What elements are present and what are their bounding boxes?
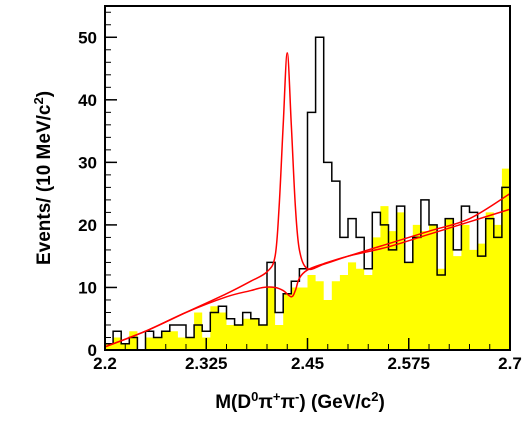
y-tick-label: 50 <box>78 28 97 47</box>
x-tick-label: 2.2 <box>93 354 117 373</box>
y-tick-label: 10 <box>78 278 97 297</box>
y-tick-label: 30 <box>78 153 97 172</box>
x-axis-title: M(D0π+π-) (GeV/c2) <box>215 389 385 414</box>
filled-histogram <box>105 168 510 350</box>
x-tick-label: 2.7 <box>498 354 522 373</box>
x-tick-label: 2.325 <box>185 354 228 373</box>
y-tick-label: 40 <box>78 91 97 110</box>
x-tick-label: 2.45 <box>291 354 324 373</box>
y-axis-ticks: 0 10 20 30 40 50 <box>78 11 117 360</box>
data-histogram <box>104 36 511 351</box>
y-tick-label: 20 <box>78 216 97 235</box>
background-fit-curve <box>104 208 511 348</box>
plot-area <box>104 5 511 351</box>
y-tick-label: 0 <box>88 341 97 360</box>
x-axis-ticks: 2.2 2.325 2.45 2.575 2.7 <box>93 338 522 373</box>
x-tick-label: 2.575 <box>387 354 430 373</box>
total-fit-curve <box>104 52 511 348</box>
y-axis-title: Events/ (10 MeV/c2) <box>31 91 56 265</box>
